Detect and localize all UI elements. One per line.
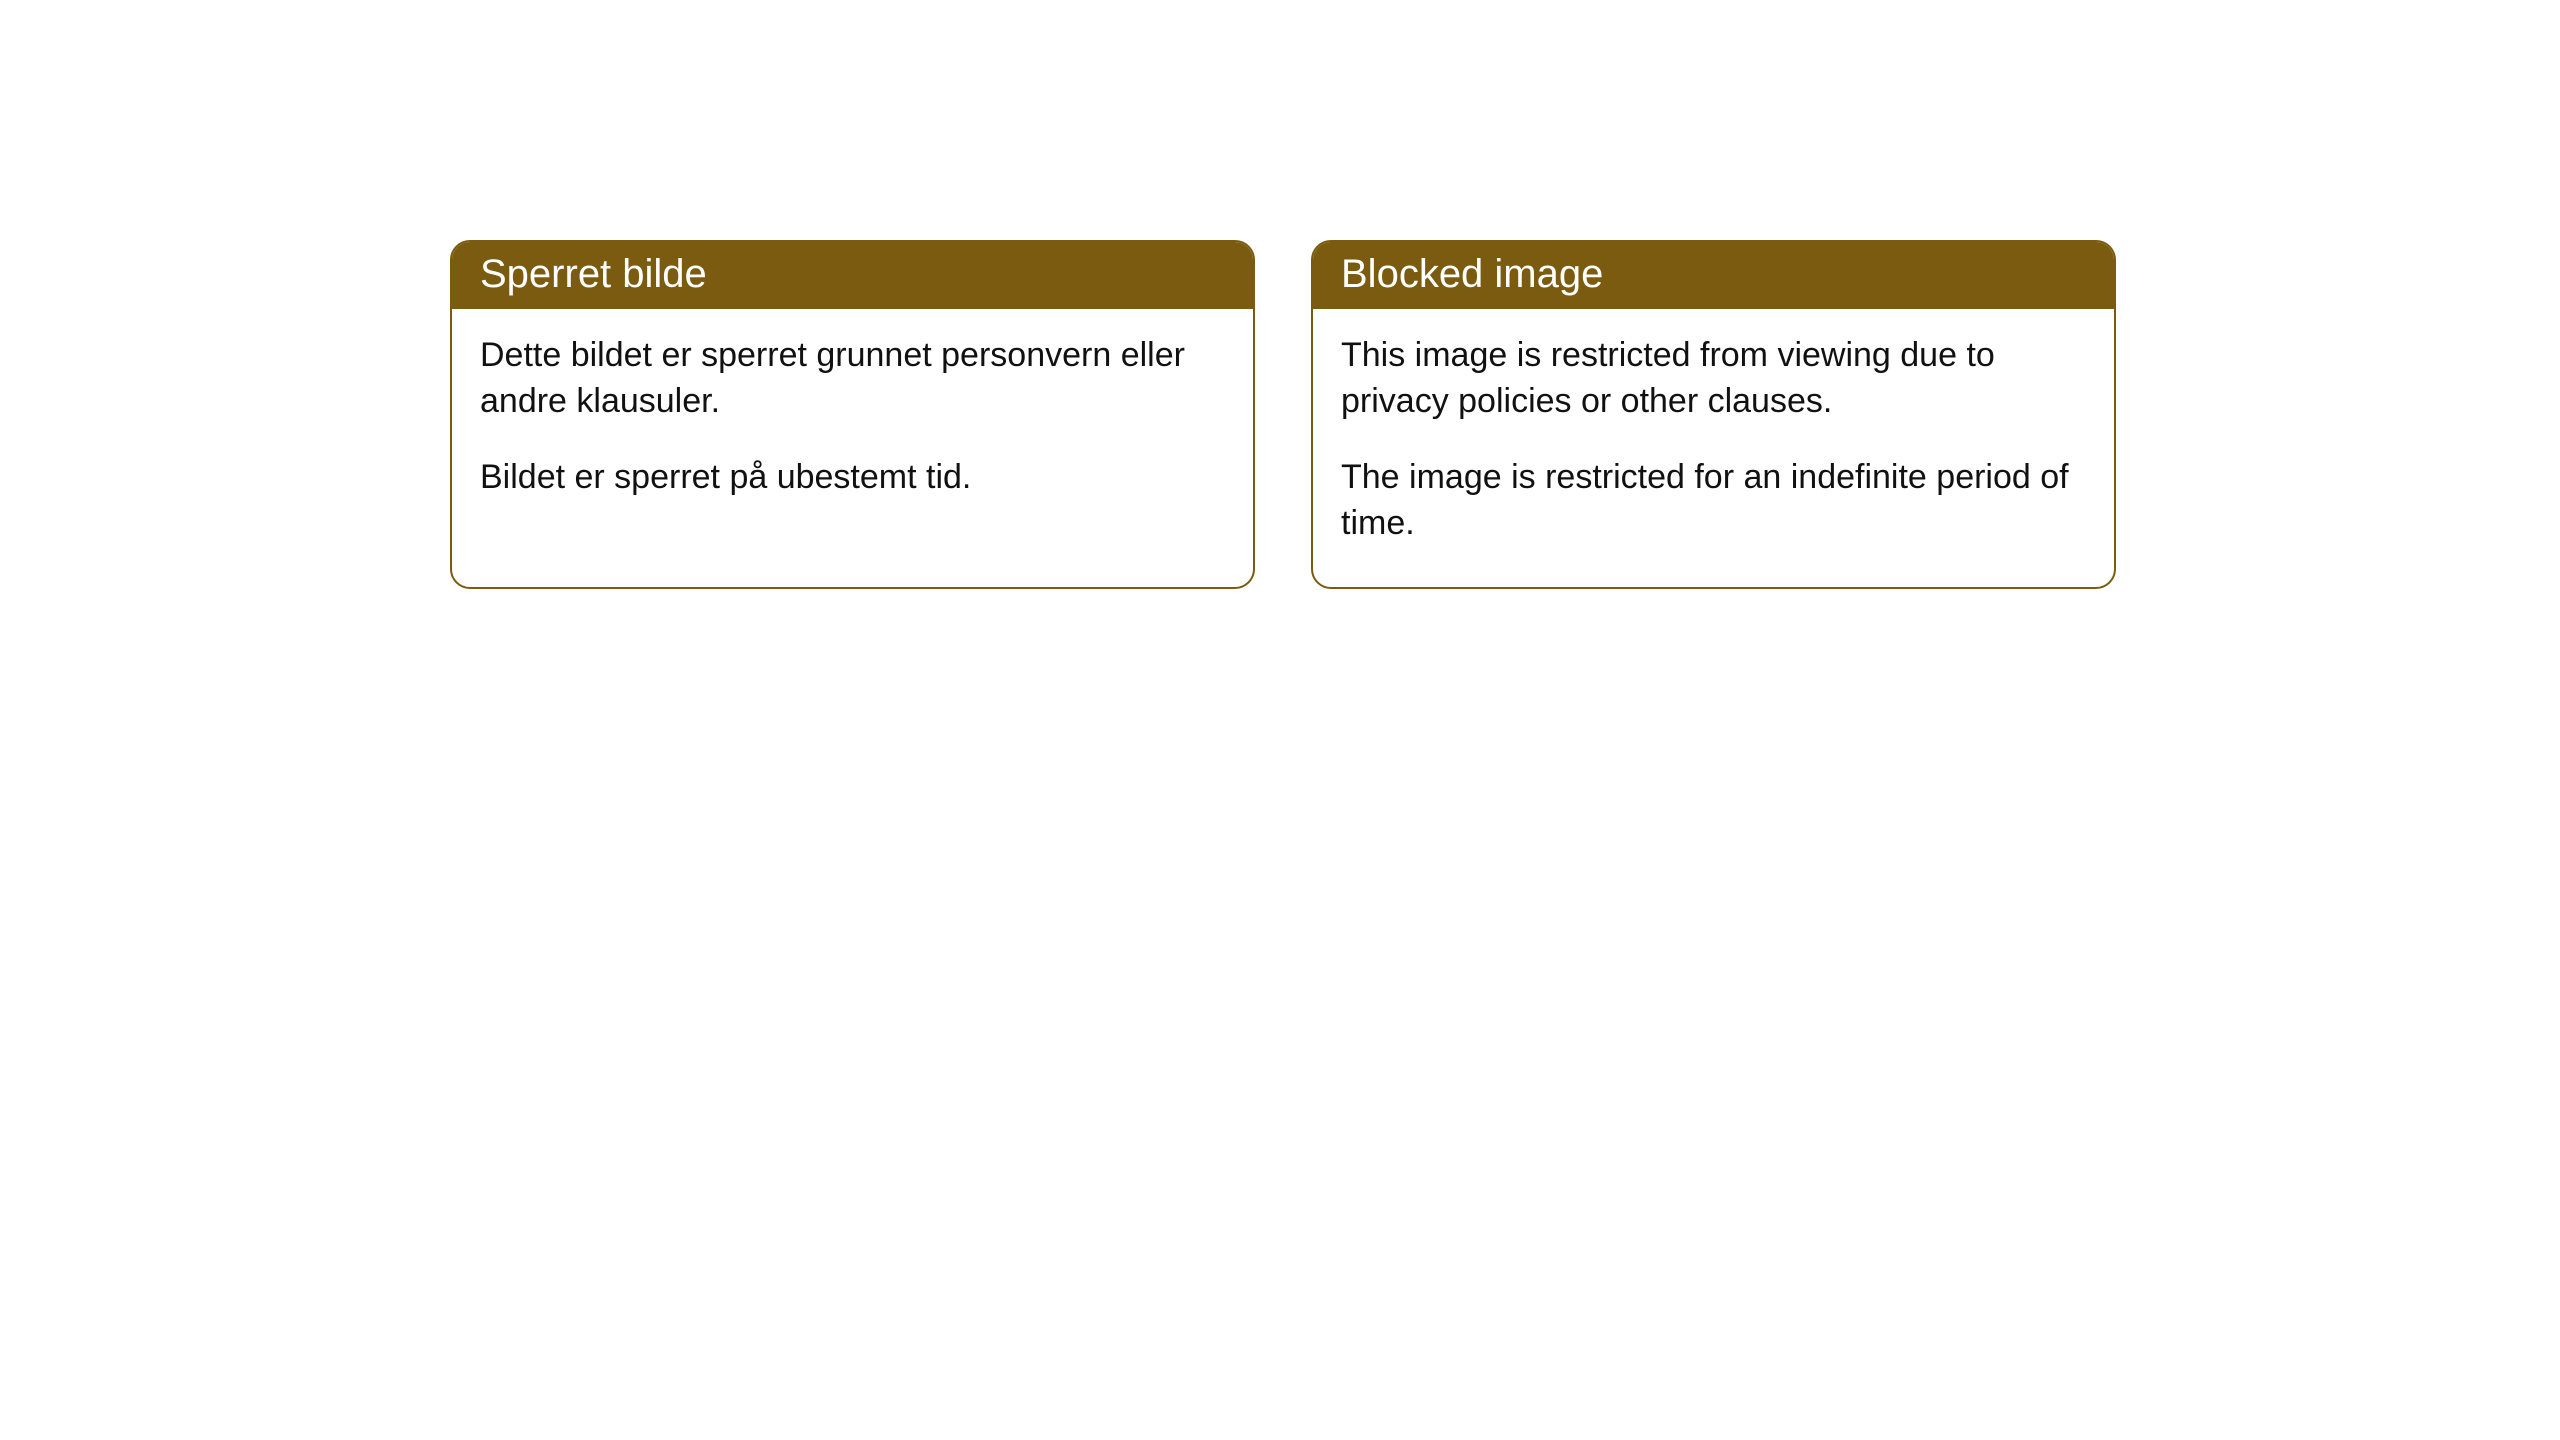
card-title: Blocked image <box>1341 252 1603 296</box>
card-paragraph: The image is restricted for an indefinit… <box>1341 455 2086 547</box>
blocked-image-card-no: Sperret bilde Dette bildet er sperret gr… <box>450 240 1255 589</box>
card-paragraph: Bildet er sperret på ubestemt tid. <box>480 455 1225 501</box>
card-paragraph: Dette bildet er sperret grunnet personve… <box>480 333 1225 425</box>
card-body: This image is restricted from viewing du… <box>1313 309 2114 587</box>
card-header: Blocked image <box>1313 242 2114 309</box>
card-paragraph: This image is restricted from viewing du… <box>1341 333 2086 425</box>
card-header: Sperret bilde <box>452 242 1253 309</box>
card-body: Dette bildet er sperret grunnet personve… <box>452 309 1253 541</box>
blocked-image-card-en: Blocked image This image is restricted f… <box>1311 240 2116 589</box>
cards-container: Sperret bilde Dette bildet er sperret gr… <box>0 0 2560 589</box>
card-title: Sperret bilde <box>480 252 707 296</box>
